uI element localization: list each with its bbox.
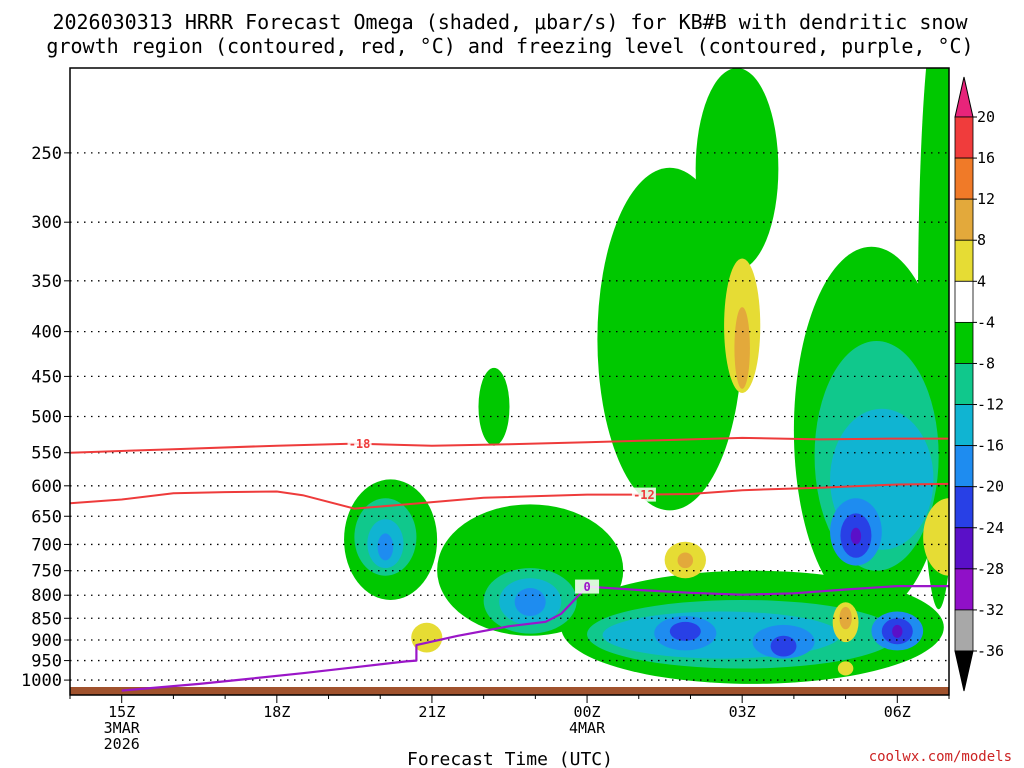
chart-title-line-2: growth region (contoured, red, °C) and f… <box>46 34 973 58</box>
freezing-level-contour-label-bg <box>575 579 600 594</box>
xtick-label-15-2: 2026 <box>104 735 140 753</box>
plot-frame <box>69 67 950 696</box>
colorbar-segment-8 <box>954 445 974 488</box>
colorbar-label-1: 16 <box>977 149 995 167</box>
omega-region-17 <box>514 588 546 617</box>
ytick-label-600: 600 <box>31 477 62 497</box>
temperature-contours: -18 -12 0 <box>70 436 949 692</box>
omega-region-27 <box>892 624 903 638</box>
colorbar-legend: 20 16 12 8 4 -4 -8 -12 -16 -20 -24 -28 -32 -36 <box>954 76 1004 692</box>
colorbar-segment-5 <box>954 321 974 364</box>
ytick-label-950: 950 <box>31 652 62 672</box>
xtick-label-21-0: 21Z <box>418 703 445 721</box>
colorbar-label-3: 8 <box>977 231 986 249</box>
xtick-label-15-0: 15Z <box>108 703 135 721</box>
ytick-label-1000: 1000 <box>21 671 62 691</box>
dgz-contour-1 <box>70 482 949 510</box>
dgz-contour-1-label-bg <box>631 487 656 502</box>
omega-shading <box>344 68 949 684</box>
colorbar-label-12: -32 <box>977 601 1004 619</box>
ytick-label-300: 300 <box>31 213 62 233</box>
omega-region-23 <box>770 635 797 657</box>
freezing-level-contour <box>121 585 949 692</box>
colorbar-segment-9 <box>954 486 974 529</box>
omega-region-22 <box>669 621 701 641</box>
xtick-label-18-0: 18Z <box>263 703 290 721</box>
ytick-label-850: 850 <box>31 609 62 629</box>
colorbar-segment-12 <box>954 609 974 652</box>
ytick-label-750: 750 <box>31 562 62 582</box>
colorbar-segment-3 <box>954 239 974 282</box>
colorbar-segment-7 <box>954 404 974 447</box>
colorbar-label-0: 20 <box>977 108 995 126</box>
omega-region-1 <box>597 167 743 511</box>
colorbar-segment-11 <box>954 568 974 611</box>
dgz-contour-0-label-bg <box>347 436 372 451</box>
ytick-label-450: 450 <box>31 367 62 387</box>
chart-title-line-1: 2026030313 HRRR Forecast Omega (shaded, … <box>52 10 968 34</box>
colorbar-label-2: 12 <box>977 190 995 208</box>
xtick-label-24-1: 4MAR <box>569 719 606 737</box>
ytick-label-700: 700 <box>31 535 62 555</box>
colorbar-label-4: 4 <box>977 272 986 290</box>
ytick-label-500: 500 <box>31 407 62 427</box>
dgz-contour-0-label: -18 <box>349 437 371 451</box>
omega-region-33 <box>923 498 949 576</box>
colorbar-top-arrow <box>954 76 974 118</box>
xtick-label-27-0: 03Z <box>729 703 756 721</box>
ytick-label-650: 650 <box>31 507 62 527</box>
colorbar-label-7: -12 <box>977 396 1004 414</box>
xtick-label-24-0: 00Z <box>574 703 601 721</box>
omega-region-26 <box>850 527 862 545</box>
ytick-label-800: 800 <box>31 586 62 606</box>
colorbar-segment-6 <box>954 363 974 405</box>
colorbar-label-10: -24 <box>977 519 1004 537</box>
colorbar-label-5: -4 <box>977 313 995 331</box>
omega-region-36 <box>839 606 852 630</box>
colorbar-label-11: -28 <box>977 560 1004 578</box>
dgz-contour-0 <box>70 436 949 454</box>
dgz-contour-1-label: -12 <box>633 488 655 502</box>
xtick-label-15-1: 3MAR <box>104 719 141 737</box>
omega-region-34 <box>734 307 750 389</box>
omega-region-16 <box>377 533 394 561</box>
colorbar-bottom-arrow <box>954 650 974 692</box>
omega-region-35 <box>677 552 694 569</box>
colorbar-label-13: -36 <box>977 642 1004 660</box>
colorbar-segment-0 <box>954 116 974 159</box>
colorbar-segment-10 <box>954 527 974 570</box>
colorbar-label-6: -8 <box>977 354 995 372</box>
ytick-label-350: 350 <box>31 272 62 292</box>
colorbar-label-9: -20 <box>977 478 1004 496</box>
xtick-label-30-0: 06Z <box>884 703 911 721</box>
colorbar-label-8: -16 <box>977 437 1004 455</box>
freezing-level-contour-label: 0 <box>583 580 590 594</box>
x-axis-title: Forecast Time (UTC) <box>407 749 613 768</box>
ytick-label-550: 550 <box>31 444 62 464</box>
colorbar-segment-2 <box>954 198 974 241</box>
omega-region-2 <box>478 367 510 446</box>
ytick-label-250: 250 <box>31 144 62 164</box>
credit-link[interactable]: coolwx.com/models <box>869 749 1012 765</box>
ytick-label-900: 900 <box>31 631 62 651</box>
colorbar-segment-1 <box>954 157 974 200</box>
colorbar-segment-4 <box>954 280 974 323</box>
ground-strip <box>70 687 949 695</box>
y-axis: 2503003504004505005506006507007508008509… <box>21 144 70 691</box>
ytick-label-400: 400 <box>31 323 62 343</box>
omega-region-32 <box>837 661 854 676</box>
